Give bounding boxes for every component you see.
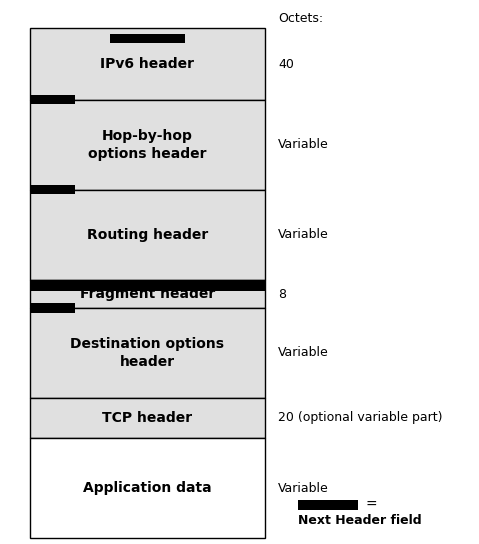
Bar <box>30 308 265 398</box>
Bar <box>30 304 75 312</box>
Text: 20 (optional variable part): 20 (optional variable part) <box>278 411 443 424</box>
Bar <box>110 34 185 43</box>
Bar <box>30 302 75 312</box>
Bar <box>30 95 75 103</box>
Text: TCP header: TCP header <box>103 411 193 425</box>
Bar <box>298 500 358 510</box>
Text: Variable: Variable <box>278 228 329 242</box>
Bar <box>30 438 265 538</box>
Bar <box>30 398 265 438</box>
Text: Hop-by-hop
options header: Hop-by-hop options header <box>88 129 207 160</box>
Text: Routing header: Routing header <box>87 228 208 242</box>
Text: =: = <box>366 498 377 512</box>
Text: Variable: Variable <box>278 481 329 494</box>
Text: Destination options
header: Destination options header <box>70 337 225 369</box>
Text: Variable: Variable <box>278 347 329 360</box>
Text: IPv6 header: IPv6 header <box>101 57 194 71</box>
Bar <box>30 280 265 308</box>
Bar <box>30 28 265 100</box>
Text: Next Header field: Next Header field <box>298 514 422 527</box>
Bar <box>30 190 265 280</box>
Bar <box>30 184 75 194</box>
Text: 8: 8 <box>278 287 286 300</box>
Text: Variable: Variable <box>278 139 329 151</box>
Text: 40: 40 <box>278 58 294 71</box>
Bar <box>30 280 265 291</box>
Text: Octets:: Octets: <box>278 12 323 25</box>
Text: Application data: Application data <box>83 481 212 495</box>
Text: Fragment header: Fragment header <box>80 287 215 301</box>
Bar <box>30 100 265 190</box>
